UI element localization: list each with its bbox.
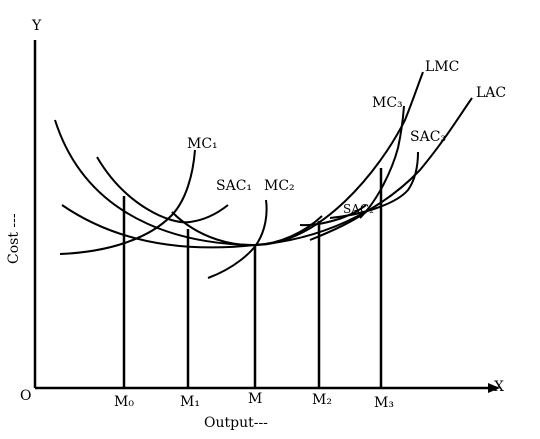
sac1-curve: [96, 156, 229, 224]
sac-m-curve: [171, 211, 323, 247]
tick-m1: M₁: [180, 394, 200, 410]
x-axis-arrow: [488, 383, 500, 393]
sac2-curve: [299, 204, 367, 227]
y-axis-label: Y: [31, 18, 42, 34]
tick-m0: M₀: [114, 394, 134, 410]
tick-m: M: [248, 391, 262, 407]
mc2-label: MC₂: [264, 178, 295, 194]
origin-label: O: [20, 388, 31, 404]
tick-m2: M₂: [312, 392, 332, 408]
mc1-curve: [59, 149, 196, 255]
x-axis-title: Output---: [204, 415, 268, 431]
mc1-label: MC₁: [187, 136, 218, 152]
sac3-label: SAC₃: [410, 129, 446, 145]
mc2-curve: [207, 199, 268, 279]
lac-label: LAC: [476, 85, 506, 101]
tick-m3: M₃: [374, 395, 394, 411]
sac2-label: SAC₂: [343, 202, 374, 216]
sac3-curve: [329, 151, 419, 219]
mc3-label: MC₃: [372, 95, 403, 111]
y-axis-title: Cost ---: [6, 213, 22, 264]
lmc-label: LMC: [425, 59, 459, 75]
x-axis-label: X: [494, 379, 504, 395]
lac-curve: [61, 97, 473, 249]
sac1-label: SAC₁: [216, 178, 252, 194]
lmc-curve: [54, 71, 424, 247]
mc3-curve: [359, 105, 405, 219]
